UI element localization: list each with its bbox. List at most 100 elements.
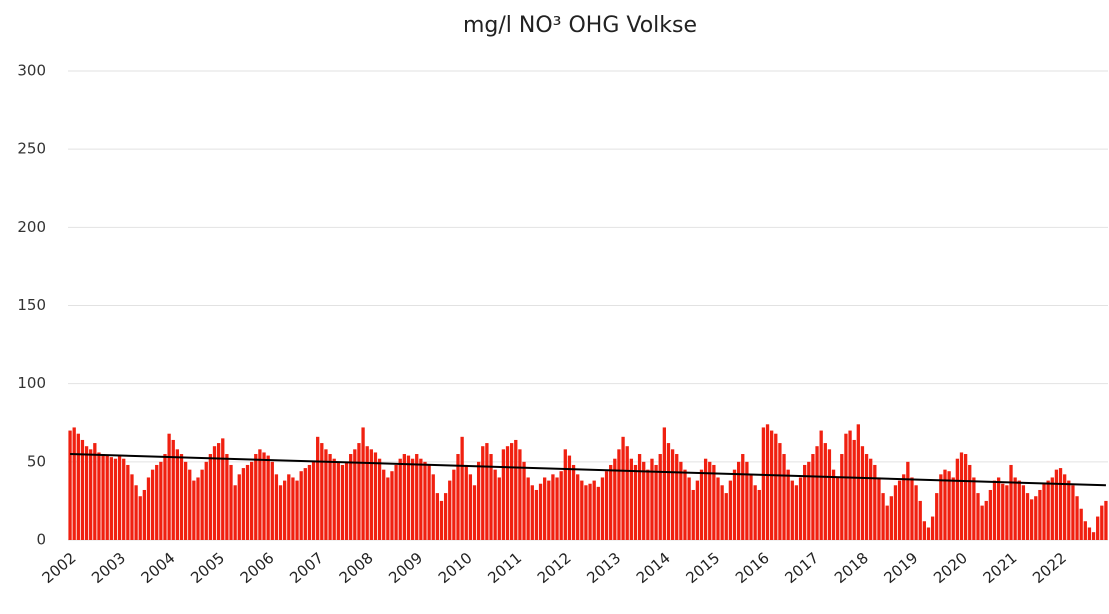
- bar: [852, 439, 856, 540]
- bar: [753, 485, 757, 540]
- bar: [836, 477, 840, 540]
- bar: [518, 449, 522, 540]
- bar: [778, 443, 782, 540]
- bar: [212, 446, 217, 540]
- bar: [600, 477, 605, 540]
- bar: [980, 505, 984, 540]
- x-tick-label: 2021: [980, 549, 1021, 587]
- bar: [930, 516, 935, 540]
- bar: [584, 485, 588, 540]
- bar: [831, 469, 836, 540]
- bar: [860, 446, 865, 540]
- bar: [167, 433, 171, 540]
- bar: [468, 474, 473, 540]
- bar: [856, 424, 860, 540]
- y-tick-label: 200: [17, 218, 46, 236]
- bar: [439, 500, 444, 540]
- bar: [311, 461, 316, 540]
- bar: [1009, 464, 1013, 540]
- bar: [1054, 469, 1059, 540]
- bar: [642, 461, 646, 540]
- bar: [307, 464, 312, 540]
- bar: [675, 454, 679, 540]
- bar: [510, 443, 514, 540]
- y-tick-label: 0: [36, 531, 46, 549]
- y-tick-label: 300: [17, 62, 46, 80]
- bar: [662, 427, 666, 540]
- bar: [233, 485, 237, 540]
- bar: [485, 443, 489, 540]
- bar: [666, 443, 671, 540]
- bar: [972, 477, 976, 540]
- bar: [712, 464, 716, 540]
- bar: [196, 477, 200, 540]
- bar: [1087, 527, 1092, 540]
- bar: [613, 458, 617, 540]
- bar: [101, 454, 105, 540]
- bar: [790, 480, 794, 540]
- bar: [609, 464, 613, 540]
- bar: [695, 480, 700, 540]
- bar: [761, 427, 766, 540]
- bar: [914, 485, 918, 540]
- bar: [633, 464, 638, 540]
- bar: [448, 480, 452, 540]
- bar: [1042, 483, 1046, 540]
- bar: [563, 449, 567, 540]
- x-tick-label: 2022: [1029, 549, 1070, 587]
- bar: [1046, 480, 1050, 540]
- bar: [939, 474, 943, 540]
- bar: [745, 461, 749, 540]
- bar: [216, 443, 221, 540]
- bar: [551, 474, 555, 540]
- bar: [402, 454, 406, 540]
- bar: [386, 477, 390, 540]
- bar: [365, 446, 369, 540]
- bar: [89, 449, 93, 540]
- bar: [208, 454, 213, 540]
- bar: [823, 443, 827, 540]
- x-tick-label: 2003: [88, 549, 129, 587]
- bar: [481, 446, 485, 540]
- bar: [968, 464, 972, 540]
- y-tick-label: 250: [17, 140, 46, 158]
- x-tick-label: 2020: [930, 549, 971, 587]
- bar: [130, 474, 134, 540]
- bar: [93, 443, 97, 540]
- bar: [316, 436, 320, 540]
- bar: [295, 480, 299, 540]
- x-tick-label: 2013: [583, 549, 624, 587]
- bar: [163, 454, 167, 540]
- bar: [935, 493, 939, 540]
- bar: [1079, 508, 1083, 540]
- bar: [225, 454, 229, 540]
- bar: [559, 471, 563, 540]
- bar: [741, 454, 745, 540]
- bar: [258, 449, 262, 540]
- x-tick-label: 2014: [633, 549, 674, 587]
- bar: [1013, 477, 1017, 540]
- bar: [489, 454, 493, 540]
- bar: [720, 485, 724, 540]
- bar: [291, 477, 295, 540]
- bar: [150, 469, 155, 540]
- bar: [183, 461, 188, 540]
- bar: [819, 430, 823, 540]
- bar: [80, 439, 85, 540]
- bar: [699, 469, 704, 540]
- bar: [902, 474, 906, 540]
- y-tick-label: 150: [17, 296, 46, 314]
- bar: [798, 477, 803, 540]
- bar: [105, 455, 109, 540]
- bar: [873, 464, 877, 540]
- bar: [109, 457, 113, 540]
- bar: [765, 424, 770, 540]
- bar: [943, 469, 947, 540]
- bar: [505, 446, 510, 540]
- bar: [299, 471, 303, 540]
- y-tick-label: 50: [27, 452, 46, 470]
- bar: [435, 493, 440, 540]
- bar: [1034, 496, 1038, 540]
- bar: [262, 452, 266, 540]
- bar: [84, 446, 89, 540]
